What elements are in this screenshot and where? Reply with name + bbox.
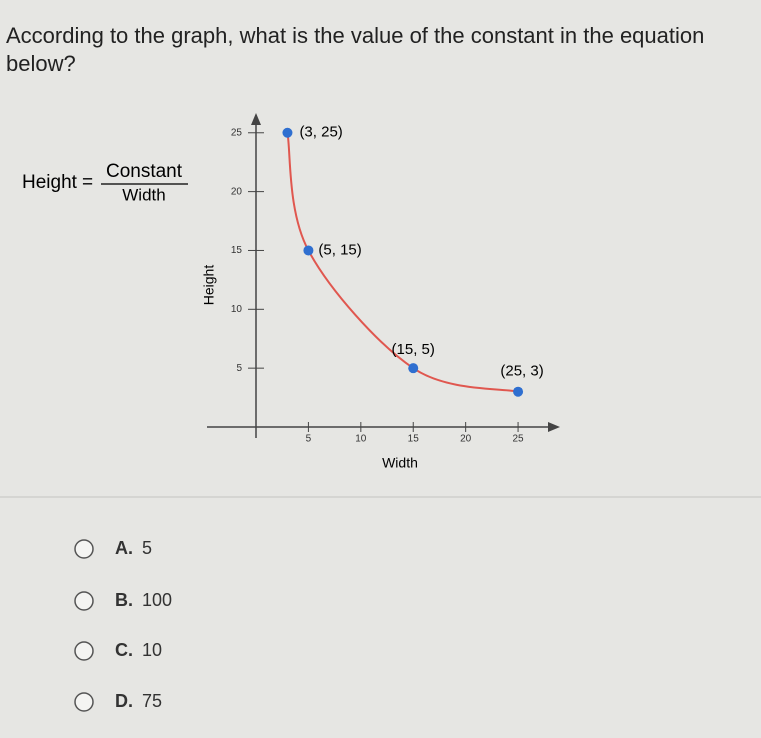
option-text: 75 [142, 691, 162, 711]
x-tick-label: 20 [460, 434, 472, 445]
equation-denominator: Width [122, 185, 165, 204]
x-tick-label: 10 [355, 434, 367, 445]
option-radio[interactable] [74, 692, 94, 712]
curve [286, 132, 519, 393]
x-tick-label: 25 [513, 434, 525, 445]
point-label: (5, 15) [318, 241, 361, 258]
option-letter: A. [115, 538, 133, 558]
equation-numerator: Constant [106, 161, 183, 182]
option-radio[interactable] [74, 591, 94, 611]
option-letter: C. [115, 640, 133, 660]
data-point [408, 363, 419, 374]
question: According to the graph, what is the valu… [6, 23, 705, 76]
point-label: (3, 25) [299, 124, 342, 141]
y-tick-label: 10 [231, 304, 243, 315]
point-label: (15, 5) [392, 341, 435, 358]
x-tick-label: 15 [408, 434, 420, 445]
x-tick-label: 5 [306, 434, 312, 445]
y-axis-arrow [251, 113, 261, 125]
option-text: 100 [142, 590, 172, 610]
data-point [513, 386, 524, 397]
option-letter: D. [115, 691, 133, 711]
option-text: 10 [142, 640, 162, 660]
equation-eq: = [82, 172, 93, 193]
y-tick-label: 20 [231, 186, 243, 197]
option-radio[interactable] [74, 641, 94, 661]
option-text: 5 [142, 538, 152, 558]
option-radio[interactable] [74, 539, 94, 559]
equation-lhs: Height [22, 172, 78, 193]
y-tick-label: 5 [236, 363, 242, 374]
option-letter: B. [115, 590, 133, 610]
y-tick-label: 15 [231, 245, 243, 256]
data-point [282, 127, 293, 138]
y-axis-label: Height [201, 265, 217, 306]
y-tick-label: 25 [231, 127, 243, 138]
x-axis-label: Width [382, 455, 418, 471]
point-label: (25, 3) [500, 363, 543, 380]
data-point [303, 245, 314, 256]
x-axis-arrow [548, 422, 560, 432]
